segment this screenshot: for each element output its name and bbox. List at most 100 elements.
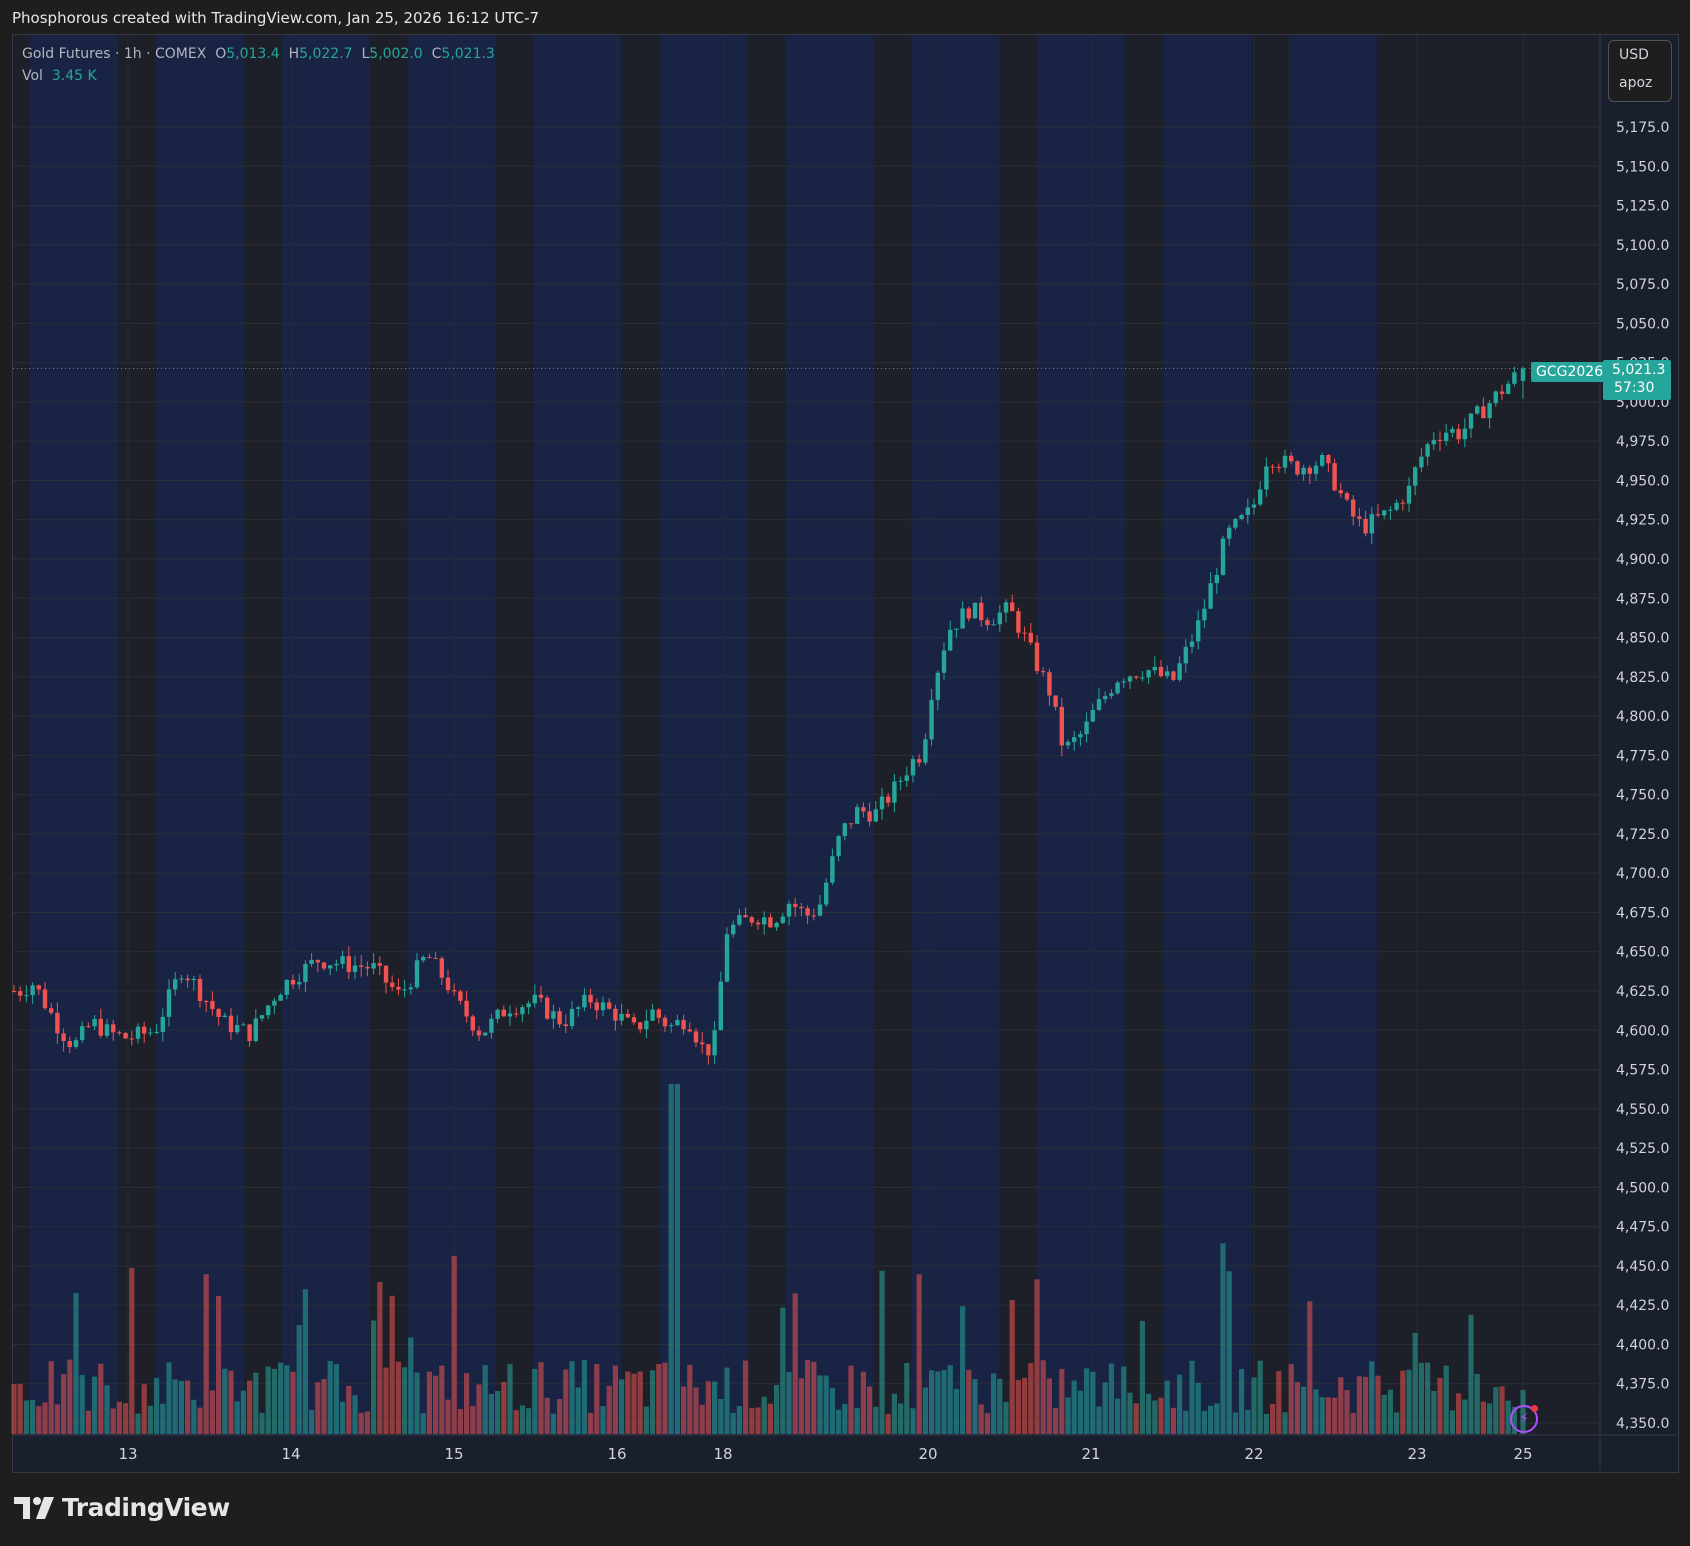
x-tick-label: 14	[281, 1445, 300, 1463]
candle-body	[954, 628, 959, 630]
candle-body	[1084, 721, 1089, 735]
volume-bar	[1418, 1362, 1424, 1434]
volume-bar	[1139, 1320, 1145, 1434]
candle-body	[1146, 670, 1151, 678]
volume-bar	[699, 1404, 705, 1434]
legend-low-value: 5,002.0	[369, 46, 423, 62]
candle-body	[1444, 432, 1449, 441]
candle-body	[774, 922, 779, 928]
candle-body	[1239, 514, 1244, 519]
candle-body	[359, 965, 364, 967]
volume-bar	[1096, 1406, 1102, 1434]
candle-body	[1400, 502, 1405, 504]
volume-bar	[259, 1412, 265, 1434]
volume-bar	[767, 1403, 773, 1434]
candle-body	[886, 796, 891, 803]
candle-body	[867, 811, 872, 822]
volume-bar	[1214, 1403, 1220, 1434]
volume-bar	[172, 1379, 178, 1434]
candle-body	[111, 1024, 116, 1033]
legend-volume-value: 3.45 K	[51, 68, 97, 84]
candle-body	[1251, 504, 1257, 508]
candle-body	[166, 989, 172, 1017]
volume-bar	[1127, 1392, 1133, 1434]
volume-bar	[550, 1413, 556, 1434]
candle-body	[948, 629, 953, 651]
volume-bar	[631, 1373, 637, 1434]
candle-body	[222, 1015, 227, 1018]
candle-body	[743, 915, 748, 918]
volume-bar	[1263, 1413, 1269, 1434]
candle-body	[811, 915, 816, 917]
candle-body	[1078, 734, 1083, 738]
volume-bar	[860, 1371, 866, 1434]
candle-body	[892, 781, 897, 803]
volume-bar	[532, 1368, 538, 1434]
candle-body	[1375, 514, 1381, 516]
session-band	[155, 35, 245, 1435]
candle-body	[321, 962, 327, 969]
candle-body	[997, 612, 1002, 625]
candle-body	[1196, 620, 1201, 642]
y-tick-label: 4,475.0	[1616, 1220, 1669, 1236]
candle-body	[1059, 706, 1064, 746]
candle-body	[613, 1008, 618, 1021]
volume-bar	[1505, 1400, 1511, 1434]
y-tick-label: 4,525.0	[1616, 1141, 1669, 1157]
x-tick-label: 22	[1244, 1445, 1263, 1463]
candle-body	[731, 924, 736, 935]
volume-bar	[823, 1375, 829, 1434]
candle-body	[1512, 372, 1517, 384]
volume-bar	[867, 1386, 873, 1434]
volume-bar	[724, 1367, 730, 1434]
volume-bar	[1412, 1332, 1418, 1434]
candle-body	[1258, 489, 1263, 505]
candle-body	[1177, 663, 1182, 680]
y-tick-label: 4,725.0	[1616, 827, 1669, 843]
candle-body	[625, 1013, 630, 1018]
volume-bar	[166, 1362, 172, 1434]
volume-bar	[1301, 1386, 1307, 1434]
candle-body	[706, 1044, 711, 1056]
volume-bar	[464, 1373, 470, 1434]
candle-body	[36, 985, 41, 990]
candle-body	[700, 1042, 705, 1045]
candle-body	[1152, 666, 1157, 671]
candle-body	[910, 759, 916, 776]
volume-bar	[575, 1387, 581, 1434]
candle-body	[129, 1038, 134, 1040]
candle-body	[600, 1002, 606, 1011]
volume-bar	[1189, 1360, 1195, 1434]
candle-body	[960, 608, 965, 629]
legend-close-value: 5,021.3	[441, 46, 495, 62]
volume-bar	[538, 1362, 544, 1434]
candle-body	[1520, 368, 1526, 381]
volume-bar	[377, 1282, 383, 1434]
volume-bar	[526, 1408, 532, 1434]
volume-bar	[1065, 1397, 1071, 1434]
volume-bar	[247, 1380, 253, 1434]
lightning-icon[interactable]: ⚡	[1510, 1405, 1538, 1433]
y-tick-label: 4,825.0	[1616, 670, 1669, 686]
candle-body	[607, 1002, 612, 1009]
volume-bar	[191, 1399, 197, 1434]
volume-bar	[972, 1378, 978, 1434]
candle-body	[1413, 467, 1418, 486]
volume-bar	[209, 1390, 215, 1434]
volume-bar	[1177, 1374, 1183, 1434]
y-tick-label: 4,650.0	[1616, 945, 1669, 961]
y-tick-label: 4,800.0	[1616, 709, 1669, 725]
volume-bar	[54, 1404, 60, 1434]
candle-body	[1276, 467, 1281, 469]
volume-bar	[1449, 1410, 1455, 1434]
volume-bar	[1152, 1400, 1158, 1434]
volume-bar	[36, 1406, 42, 1434]
candle-body	[1022, 632, 1027, 634]
volume-bar	[1146, 1393, 1152, 1434]
volume-bar	[705, 1381, 711, 1434]
currency-unit-selector[interactable]: USD apoz	[1608, 40, 1672, 102]
candle-body	[830, 856, 835, 883]
volume-bar	[929, 1370, 935, 1434]
candle-body	[1369, 514, 1374, 534]
